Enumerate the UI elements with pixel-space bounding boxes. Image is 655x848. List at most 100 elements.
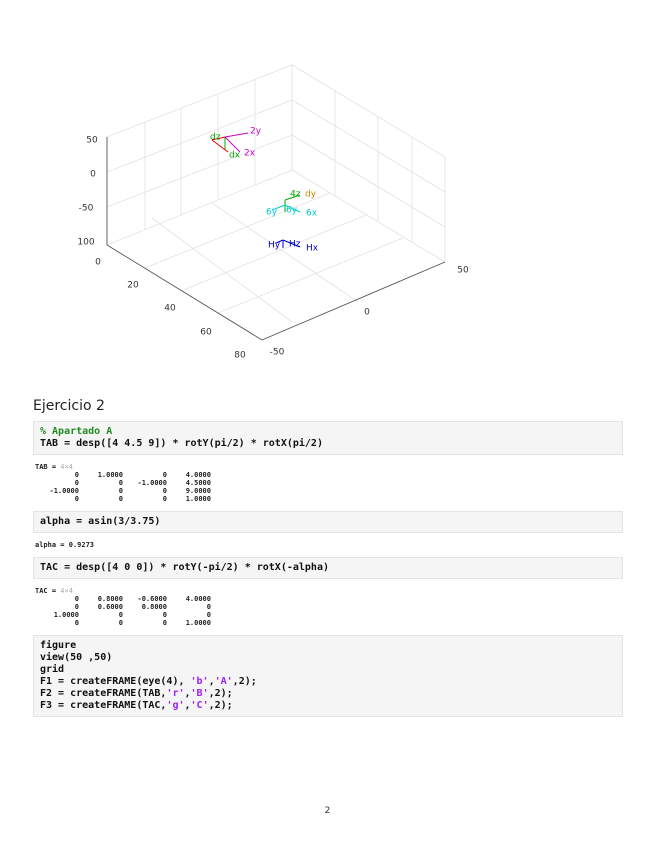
- y-axis: [261, 261, 446, 341]
- matrix-cell: 0: [74, 479, 79, 487]
- code-token: 'C': [190, 700, 209, 711]
- x-tick-label: 80: [234, 351, 246, 361]
- matrix-header: TAB = 4×4: [35, 463, 623, 471]
- code-token: ,: [184, 688, 191, 699]
- code-token: F3 = createFRAME(TAC,: [40, 700, 167, 711]
- code-token: 'r': [166, 688, 185, 699]
- z-tick-label: 50: [86, 136, 98, 146]
- matrix-cell: 4.0000: [185, 595, 211, 603]
- matrix-cell: 0: [74, 595, 79, 603]
- code-token: alpha = asin(3/3.75): [40, 516, 161, 527]
- frame-label: 6y: [266, 208, 278, 218]
- output-text: alpha = 0.9273: [35, 541, 95, 549]
- matrix-size: 4×4: [60, 463, 73, 471]
- frame-axis: [271, 204, 286, 211]
- matrix-cell: 0: [162, 495, 167, 503]
- matrix-cell: 0: [74, 619, 79, 627]
- code-line: % Apartado A: [40, 426, 616, 438]
- matrix-cell: 1.0000: [97, 471, 123, 479]
- matrix-label: TAC =: [35, 587, 57, 595]
- matrix-cell: 1.0000: [53, 611, 79, 619]
- code-block: TAC = desp([4 0 0]) * rotY(-pi/2) * rotX…: [33, 557, 623, 579]
- matrix-cell: 0: [118, 495, 123, 503]
- matrix-cell: 0: [118, 619, 123, 627]
- code-block: figure view(50 ,50) grid F1 = createFRAME(e…: [33, 635, 623, 717]
- matrix: 0 1.0000 0 4.0000 0 0 -1.0000 4.5000 -1.0000 0 0 9.…: [35, 471, 211, 503]
- axes: [106, 137, 446, 341]
- code-token: 'g': [166, 700, 185, 711]
- matrix-label: TAB =: [35, 463, 57, 471]
- matrix-row: 0 0.6000 0.8000 0: [35, 603, 211, 611]
- x-tick-label: 40: [164, 304, 176, 314]
- code-token: grid: [40, 664, 65, 675]
- frame-label: Hx: [306, 244, 319, 254]
- frame-axis: [275, 239, 284, 244]
- right-wall: [291, 64, 446, 263]
- code-token: figure: [40, 640, 77, 651]
- matrix-header: TAC = 4×4: [35, 587, 623, 595]
- grid-line: [180, 214, 367, 292]
- code-token: % Apartado A: [40, 426, 113, 437]
- code-line: F3 = createFRAME(TAC,'g','C',2);: [40, 700, 616, 712]
- matrix-cell: 1.0000: [185, 619, 211, 627]
- code-line: TAB = desp([4 4.5 9]) * rotY(pi/2) * rot…: [40, 438, 616, 450]
- matrix-cell: 0: [162, 487, 167, 495]
- frame-label: Hy: [268, 241, 281, 251]
- code-line: TAC = desp([4 0 0]) * rotY(-pi/2) * rotX…: [40, 562, 616, 574]
- code-token: F1 = createFRAME(eye(4),: [40, 676, 191, 687]
- heading: Ejercicio 2: [33, 398, 105, 414]
- output: TAB = 4×4 0 1.0000 0 4.0000 0 0 -1.0000 4.5000 -1…: [35, 463, 623, 503]
- grid-line: [151, 217, 293, 323]
- code-token: view(50 ,50): [40, 652, 113, 663]
- matrix-cell: 0: [118, 611, 123, 619]
- grid-line: [291, 99, 446, 193]
- frame-axis: [284, 194, 301, 201]
- z-tick-label: 100: [77, 238, 94, 248]
- y-tick-label: -50: [270, 348, 285, 358]
- frame-label: Hz: [289, 240, 301, 250]
- frame-axis: [211, 139, 229, 153]
- grid-line: [291, 134, 446, 228]
- matrix-row: 0 1.0000 0 4.0000: [35, 471, 211, 479]
- output: TAC = 4×4 0 0.8000 -0.6000 4.0000 0 0.6000 0.80…: [35, 587, 623, 627]
- frame-axis: [284, 204, 301, 213]
- code-token: 'b': [190, 676, 209, 687]
- matrix-cell: 0: [118, 479, 123, 487]
- matrix: 0 0.8000 -0.6000 4.0000 0 0.6000 0.8000 0 1.0000…: [35, 595, 211, 627]
- frame-label: 6y: [286, 206, 298, 216]
- code-token: ,2);: [232, 676, 257, 687]
- grid-line: [144, 192, 331, 269]
- matrix-row: 0 0 -1.0000 4.5000: [35, 479, 211, 487]
- frame-label: 2x: [244, 149, 256, 159]
- matrix-row: 0 0 0 1.0000: [35, 619, 211, 627]
- matrix-size: 4×4: [60, 587, 73, 595]
- code-token: ,: [208, 676, 215, 687]
- code-token: F2 = createFRAME(TAB,: [40, 688, 167, 699]
- matrix-cell: 4.5000: [185, 479, 211, 487]
- matrix-cell: 0.8000: [97, 595, 123, 603]
- matrix-cell: 1.0000: [185, 495, 211, 503]
- code-token: ,2);: [208, 700, 233, 711]
- x-axis: [106, 244, 263, 341]
- code-line: figure: [40, 640, 616, 652]
- matrix-cell: -0.6000: [137, 595, 167, 603]
- matrix-cell: 0.6000: [97, 603, 123, 611]
- matrix-cell: -1.0000: [137, 479, 167, 487]
- matrix-cell: 0.8000: [141, 603, 167, 611]
- code-line: F2 = createFRAME(TAB,'r','B',2);: [40, 688, 616, 700]
- code-token: 'B': [190, 688, 209, 699]
- matrix-cell: 9.0000: [185, 487, 211, 495]
- page-number: 2: [324, 806, 331, 816]
- matrix-cell: 0: [162, 611, 167, 619]
- matrix-cell: 0: [74, 603, 79, 611]
- frame-label: dz: [210, 133, 221, 143]
- grid-line: [106, 134, 293, 208]
- frame-axis: [211, 136, 226, 141]
- grid-line: [211, 202, 359, 303]
- matrix-cell: 0: [206, 603, 211, 611]
- content: % Apartado A TAB = desp([4 4.5 9]) * rotY…: [33, 421, 623, 725]
- grid: [106, 64, 446, 323]
- matrix-row: 0 0.8000 -0.6000 4.0000: [35, 595, 211, 603]
